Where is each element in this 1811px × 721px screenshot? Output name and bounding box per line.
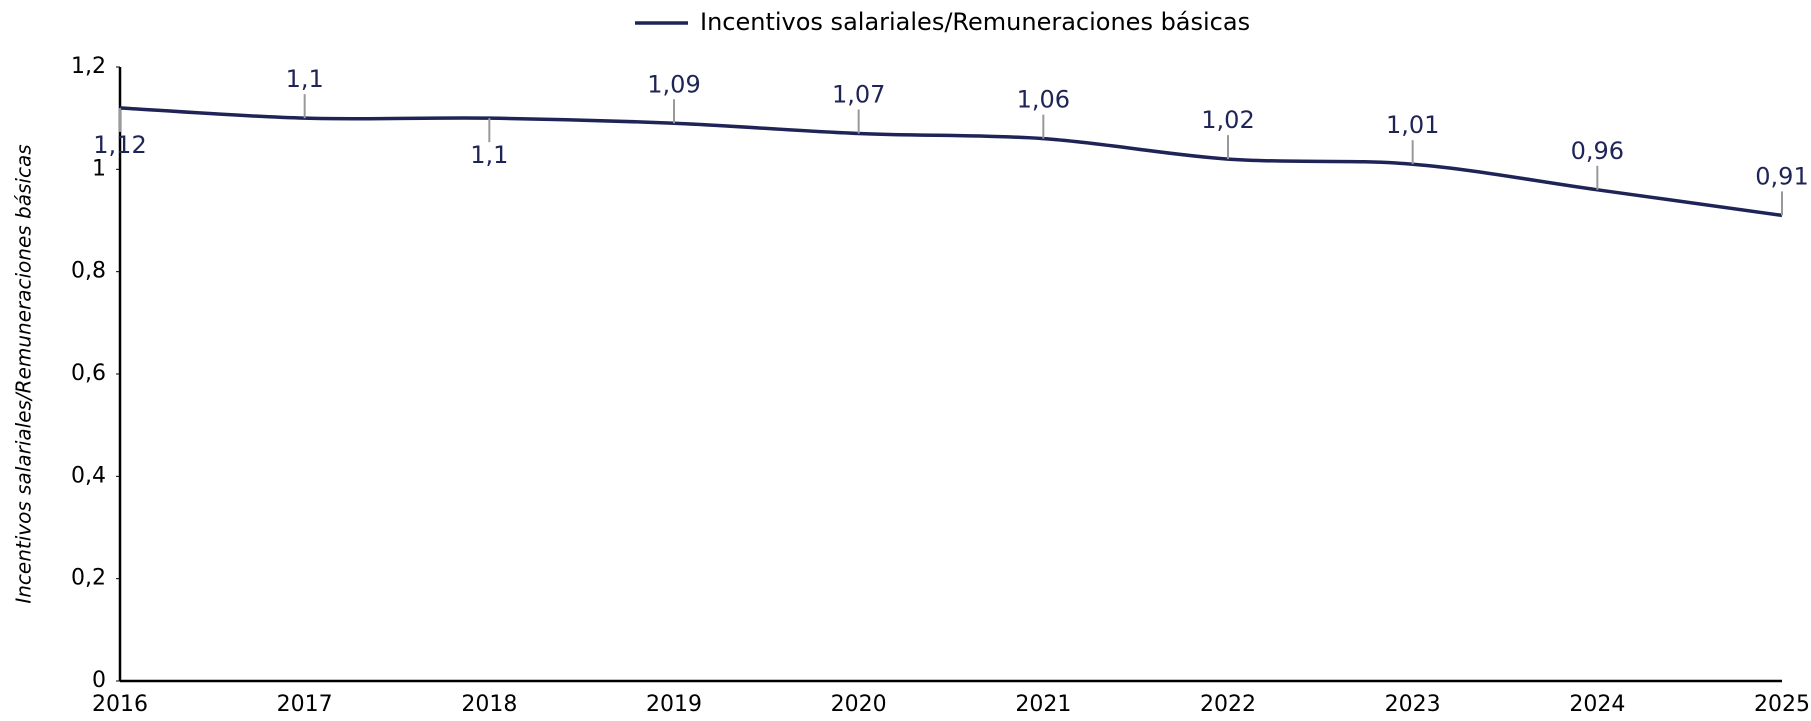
- x-tick-label: 2025: [1754, 692, 1810, 717]
- x-tick-label: 2024: [1569, 692, 1625, 717]
- data-label: 0,96: [1571, 137, 1624, 165]
- x-tick-label: 2018: [461, 692, 517, 717]
- data-label: 0,91: [1755, 162, 1808, 190]
- line: [119, 106, 1783, 218]
- y-tick-label: 1: [92, 156, 106, 181]
- y-tick-label: 0,6: [71, 361, 106, 386]
- y-tick-label: 0: [92, 668, 106, 693]
- x-tick-label: 2021: [1015, 692, 1071, 717]
- x-tick-label: 2022: [1200, 692, 1256, 717]
- data-label: 1,1: [470, 141, 508, 169]
- x-tick-label: 2020: [831, 692, 887, 717]
- x-tick-label: 2017: [277, 692, 333, 717]
- data-label: 1,02: [1201, 106, 1254, 134]
- data-label: 1,01: [1386, 111, 1439, 139]
- data-label: 1,12: [93, 131, 146, 159]
- data-label: 1,07: [832, 81, 885, 109]
- y-tick-label: 0,8: [71, 259, 106, 284]
- y-tick-label: 0,2: [71, 566, 106, 591]
- y-tick-label: 0,4: [71, 463, 106, 488]
- y-tick-label: 1,2: [71, 54, 106, 79]
- data-label: 1,1: [286, 65, 324, 93]
- data-label: 1,09: [647, 70, 700, 98]
- legend-label: Incentivos salariales/Remuneraciones bás…: [700, 8, 1250, 36]
- data-label: 1,06: [1017, 86, 1070, 114]
- x-tick-label: 2019: [646, 692, 702, 717]
- x-tick-label: 2023: [1385, 692, 1441, 717]
- y-axis-label: Incentivos salariales/Remuneraciones bás…: [12, 144, 36, 603]
- x-tick-label: 2016: [92, 692, 148, 717]
